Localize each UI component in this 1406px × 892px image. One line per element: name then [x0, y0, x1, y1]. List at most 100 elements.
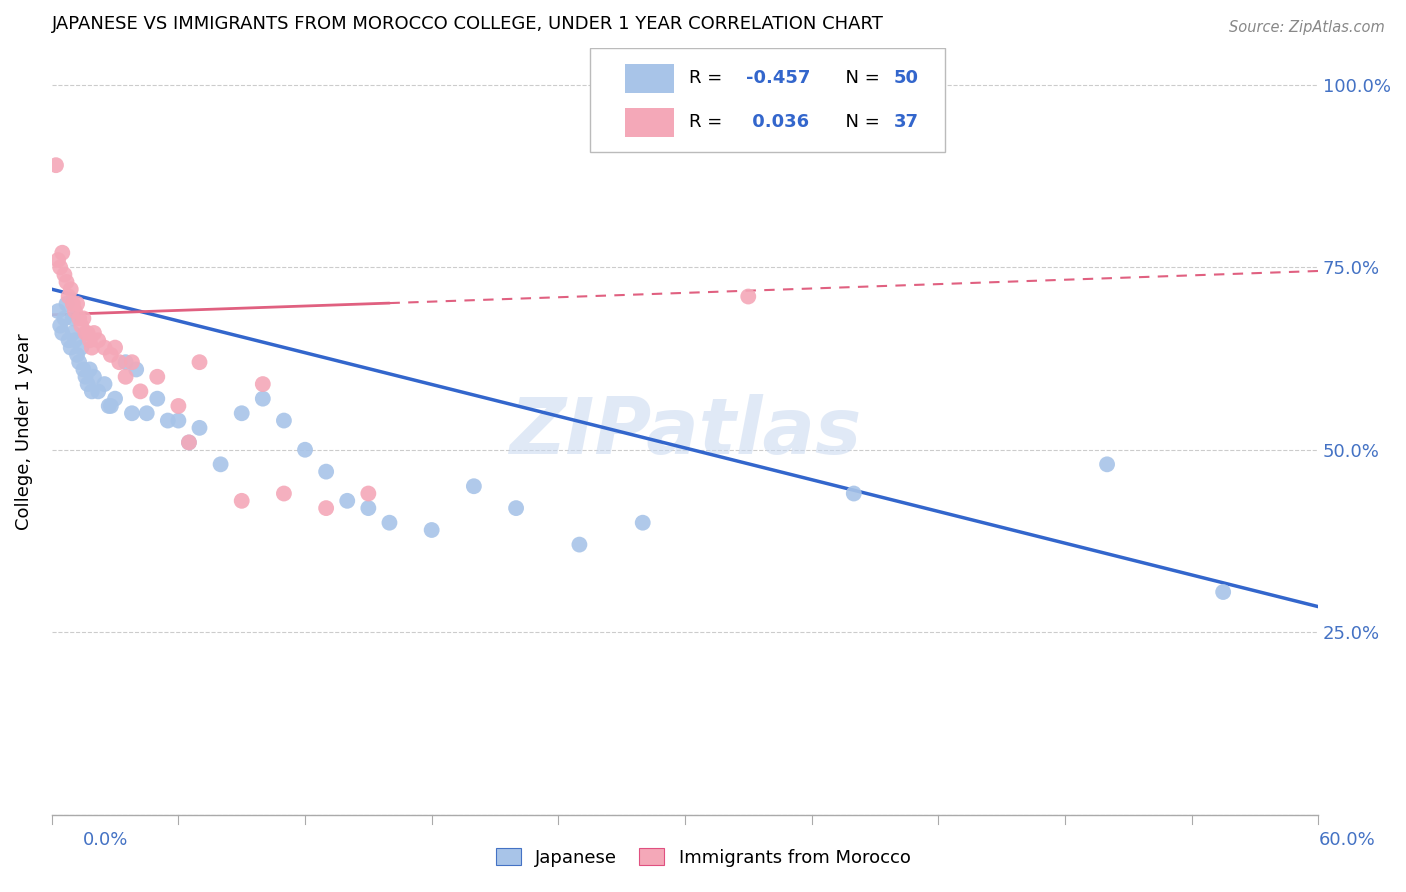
Point — [80, 384, 103, 399]
Point — [46, 253, 69, 268]
Point — [58, 333, 80, 347]
FancyBboxPatch shape — [626, 63, 673, 93]
Point — [209, 458, 232, 472]
Point — [357, 501, 380, 516]
Point — [114, 355, 136, 369]
Point — [273, 486, 295, 500]
Point — [62, 311, 84, 326]
Text: R =: R = — [689, 113, 728, 131]
Point — [70, 318, 93, 333]
Point — [177, 435, 200, 450]
Point — [842, 486, 865, 500]
Point — [51, 245, 73, 260]
Text: Source: ZipAtlas.com: Source: ZipAtlas.com — [1229, 20, 1385, 35]
Point — [568, 538, 591, 552]
Point — [100, 348, 122, 362]
Point — [273, 413, 295, 427]
Point — [45, 158, 67, 172]
Point — [63, 333, 86, 347]
Point — [1095, 458, 1118, 472]
Point — [49, 260, 72, 275]
Point — [55, 297, 77, 311]
Point — [420, 523, 443, 537]
Point — [62, 297, 84, 311]
Text: -0.457: -0.457 — [745, 70, 810, 87]
Point — [357, 486, 380, 500]
Text: 37: 37 — [894, 113, 920, 131]
Point — [93, 377, 115, 392]
Point — [378, 516, 401, 530]
Text: JAPANESE VS IMMIGRANTS FROM MOROCCO COLLEGE, UNDER 1 YEAR CORRELATION CHART: JAPANESE VS IMMIGRANTS FROM MOROCCO COLL… — [52, 15, 883, 33]
Point — [231, 406, 253, 420]
Point — [294, 442, 316, 457]
Point — [79, 362, 101, 376]
Point — [93, 341, 115, 355]
Point — [67, 311, 90, 326]
Point — [67, 355, 90, 369]
Point — [59, 341, 82, 355]
Point — [135, 406, 157, 420]
Point — [231, 493, 253, 508]
Point — [75, 369, 97, 384]
Point — [108, 355, 131, 369]
Text: N =: N = — [834, 70, 886, 87]
Point — [104, 341, 127, 355]
Point — [51, 326, 73, 340]
Point — [72, 362, 94, 376]
Point — [315, 501, 337, 516]
Point — [1212, 585, 1234, 599]
Point — [66, 297, 89, 311]
Point — [58, 289, 80, 303]
Point — [463, 479, 485, 493]
Point — [55, 275, 77, 289]
Point — [146, 369, 169, 384]
Text: R =: R = — [689, 70, 728, 87]
Point — [104, 392, 127, 406]
Point — [75, 326, 97, 340]
Point — [83, 326, 105, 340]
Point — [505, 501, 527, 516]
Point — [188, 355, 211, 369]
Text: ZIPatlas: ZIPatlas — [509, 393, 860, 469]
Legend: Japanese, Immigrants from Morocco: Japanese, Immigrants from Morocco — [486, 839, 920, 876]
Point — [336, 493, 359, 508]
Point — [59, 282, 82, 296]
FancyBboxPatch shape — [591, 48, 945, 152]
Point — [53, 311, 76, 326]
FancyBboxPatch shape — [626, 108, 673, 136]
Point — [87, 333, 110, 347]
Point — [129, 384, 152, 399]
Point — [66, 348, 89, 362]
Point — [114, 369, 136, 384]
Point — [70, 341, 93, 355]
Point — [83, 369, 105, 384]
Text: 60.0%: 60.0% — [1319, 831, 1375, 849]
Point — [252, 392, 274, 406]
Point — [121, 406, 143, 420]
Point — [737, 289, 759, 303]
Point — [167, 413, 190, 427]
Point — [76, 326, 98, 340]
Point — [76, 377, 98, 392]
Point — [252, 377, 274, 392]
Point — [315, 465, 337, 479]
Point — [79, 333, 101, 347]
Point — [87, 384, 110, 399]
Point — [167, 399, 190, 413]
Point — [97, 399, 120, 413]
Point — [53, 268, 76, 282]
Text: N =: N = — [834, 113, 886, 131]
Point — [72, 311, 94, 326]
Point — [100, 399, 122, 413]
Point — [46, 304, 69, 318]
Point — [631, 516, 654, 530]
Point — [146, 392, 169, 406]
Point — [63, 304, 86, 318]
Point — [156, 413, 179, 427]
Point — [188, 421, 211, 435]
Point — [80, 341, 103, 355]
Text: 0.0%: 0.0% — [83, 831, 128, 849]
Point — [62, 326, 84, 340]
Point — [177, 435, 200, 450]
Point — [121, 355, 143, 369]
